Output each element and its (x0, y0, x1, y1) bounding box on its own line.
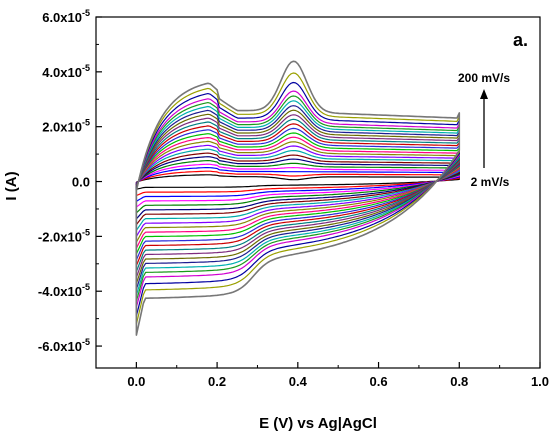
cv-curve-20mvs (135, 160, 460, 214)
x-tick-label: 1.0 (531, 374, 549, 389)
cv-curve-160mvs (135, 90, 460, 308)
y-tick-label: 2.0x10-5 (42, 118, 90, 135)
cv-curve-15mvs (135, 163, 460, 208)
panel-label: a. (513, 30, 528, 50)
x-tick-label: 0.6 (370, 374, 388, 389)
cv-curve-130mvs (135, 105, 460, 290)
series-layer (135, 60, 461, 336)
x-tick-label: 0.0 (127, 374, 145, 389)
y-tick-label: 4.0x10-5 (42, 63, 90, 80)
plot-frame (95, 16, 541, 369)
cv-curve-110mvs (135, 114, 460, 279)
cv-curve-120mvs (135, 109, 460, 285)
cv-curve-40mvs (135, 144, 460, 237)
scan-rate-max-label: 200 mV/s (458, 71, 510, 85)
cv-curve-70mvs (135, 132, 460, 255)
cv-curve-200mvs (135, 60, 461, 336)
cv-curve-25mvs (135, 156, 460, 220)
y-tick-label: -6.0x10-5 (38, 337, 90, 354)
cv-curve-190mvs (135, 72, 460, 325)
cv-curve-175mvs (135, 81, 460, 317)
x-tick-label: 0.8 (450, 374, 468, 389)
scan-rate-min-label: 2 mV/s (471, 175, 510, 189)
cv-curve-60mvs (135, 136, 460, 249)
arrow-head (480, 89, 488, 99)
cv-curve-5mvs (135, 170, 460, 197)
cv-curve-50mvs (135, 140, 460, 243)
cv-curve-10mvs (135, 167, 460, 202)
y-axis-title: I (A) (3, 171, 20, 200)
cv-curve-150mvs (135, 95, 460, 302)
cv-curve-140mvs (135, 100, 460, 296)
x-tick-label: 0.2 (208, 374, 226, 389)
cv-curve-90mvs (135, 123, 460, 267)
cv-curve-30mvs (135, 152, 460, 226)
x-tick-label: 0.4 (289, 374, 308, 389)
cv-curve-2mvs (135, 174, 460, 190)
cv-curve-35mvs (135, 148, 460, 231)
scan-rate-arrow (480, 89, 488, 168)
y-tick-label: -2.0x10-5 (38, 227, 90, 244)
y-tick-label: 6.0x10-5 (42, 8, 90, 25)
cv-curve-80mvs (135, 127, 460, 261)
cv-curve-100mvs (135, 118, 460, 273)
y-tick-label: -4.0x10-5 (38, 282, 90, 299)
y-tick-label: 0.0 (72, 175, 90, 190)
x-axis-title: E (V) vs Ag|AgCl (259, 415, 377, 432)
axis-layer: 0.0 0.2 0.4 0.6 0.8 1.0 6.0x10-5 4.0x10-5 2.0x10… (38, 8, 549, 389)
